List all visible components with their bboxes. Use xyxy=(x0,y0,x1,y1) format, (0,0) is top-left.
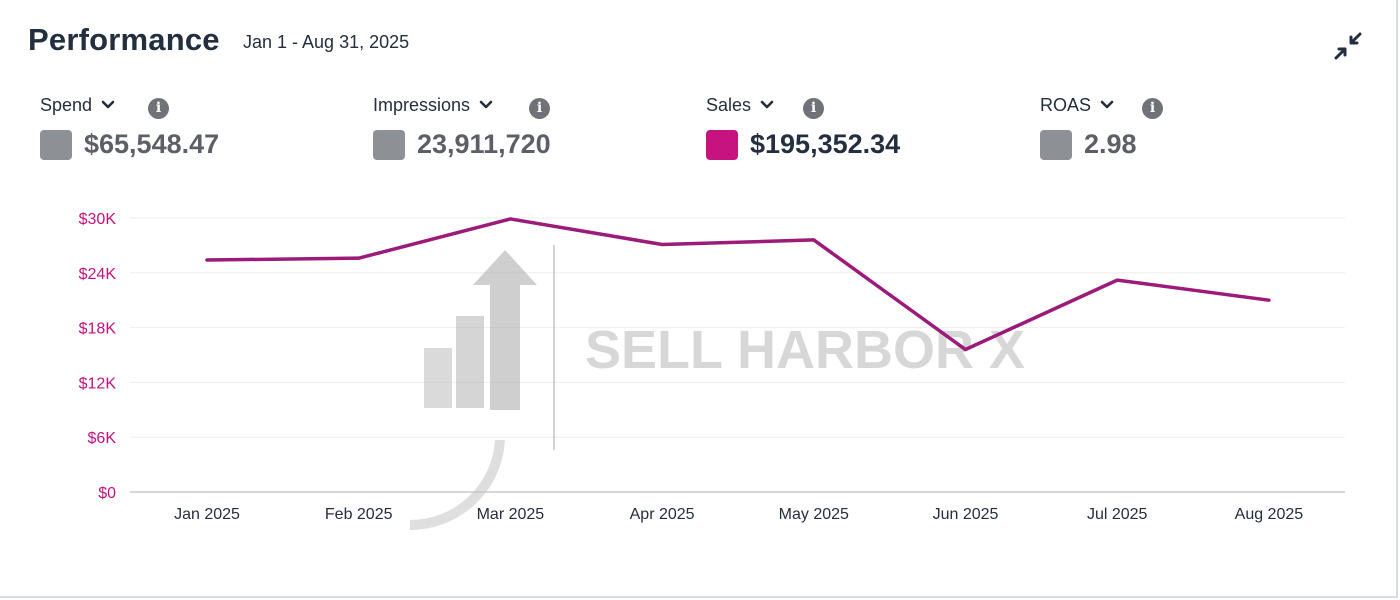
watermark: SELL HARBOR X xyxy=(410,245,1025,530)
date-range: Jan 1 - Aug 31, 2025 xyxy=(243,32,410,52)
metric-value: 2.98 xyxy=(1084,129,1137,159)
chevron-down-icon[interactable] xyxy=(479,100,493,110)
metric-value: 23,911,720 xyxy=(417,129,551,159)
watermark-logo-arrow xyxy=(473,250,537,410)
data-point[interactable] xyxy=(1263,294,1275,306)
x-tick-label: May 2025 xyxy=(779,506,849,523)
watermark-text: SELL HARBOR X xyxy=(585,320,1025,380)
chevron-down-icon[interactable] xyxy=(1100,100,1114,110)
chevron-down-icon[interactable] xyxy=(101,100,115,110)
data-point[interactable] xyxy=(201,254,213,266)
watermark-logo-bar xyxy=(456,316,484,408)
info-icon[interactable]: i xyxy=(148,98,169,119)
metric-label: Spend xyxy=(40,94,93,115)
series-toggle-swatch[interactable] xyxy=(40,129,72,160)
info-icon[interactable]: i xyxy=(803,98,824,119)
x-tick-label: Apr 2025 xyxy=(630,506,695,523)
y-tick-label: $0 xyxy=(98,485,116,502)
metric-spend: Spend i $65,548.47 xyxy=(40,92,340,162)
y-axis: $0 $6K $12K $18K $24K $30K xyxy=(79,211,117,502)
metric-impressions: Impressions i 23,911,720 xyxy=(373,92,673,162)
y-tick-label: $12K xyxy=(79,375,117,392)
series-layer xyxy=(201,213,1275,356)
watermark-divider xyxy=(553,245,555,450)
data-point[interactable] xyxy=(808,234,820,246)
series-toggle-swatch[interactable] xyxy=(1040,129,1072,160)
metric-label: ROAS xyxy=(1040,94,1092,115)
page-title: Performance xyxy=(28,22,220,57)
x-tick-label: Feb 2025 xyxy=(325,506,393,523)
y-tick-label: $24K xyxy=(79,266,117,283)
chevron-down-icon[interactable] xyxy=(760,100,774,110)
data-point[interactable] xyxy=(1111,274,1123,286)
info-icon[interactable]: i xyxy=(529,98,550,119)
metric-label: Impressions xyxy=(373,94,471,115)
y-tick-label: $6K xyxy=(88,430,117,447)
x-tick-label: Jan 2025 xyxy=(174,506,240,523)
x-axis: Jan 2025 Feb 2025 Mar 2025 Apr 2025 May 2025… xyxy=(174,506,1303,523)
metric-label: Sales xyxy=(706,94,752,115)
watermark-logo-arc xyxy=(410,440,505,530)
y-tick-label: $18K xyxy=(79,321,117,338)
info-icon[interactable]: i xyxy=(1142,98,1163,119)
series-toggle-swatch[interactable] xyxy=(373,129,405,160)
y-tick-label: $30K xyxy=(79,211,117,228)
collapse-icon[interactable] xyxy=(1334,32,1362,60)
watermark-logo-bar xyxy=(424,348,452,408)
x-tick-label: Mar 2025 xyxy=(477,506,545,523)
x-tick-label: Jun 2025 xyxy=(933,506,999,523)
chart-grid xyxy=(130,217,1345,493)
data-point[interactable] xyxy=(960,344,972,356)
x-tick-label: Aug 2025 xyxy=(1235,506,1304,523)
metric-value: $65,548.47 xyxy=(84,129,220,159)
metric-value: $195,352.34 xyxy=(750,129,901,159)
metric-sales: Sales i $195,352.34 xyxy=(706,92,1006,162)
series-line-sales[interactable] xyxy=(205,217,1271,352)
data-point[interactable] xyxy=(656,238,668,250)
series-toggle-swatch[interactable] xyxy=(706,129,738,160)
x-tick-label: Jul 2025 xyxy=(1087,506,1148,523)
data-point[interactable] xyxy=(504,213,516,225)
sales-line-chart: SELL HARBOR X $0 $6K $12K $18K $24K $30K Jan … xyxy=(79,211,1345,530)
data-point[interactable] xyxy=(353,252,365,264)
metric-roas: ROAS i 2.98 xyxy=(1040,92,1340,162)
